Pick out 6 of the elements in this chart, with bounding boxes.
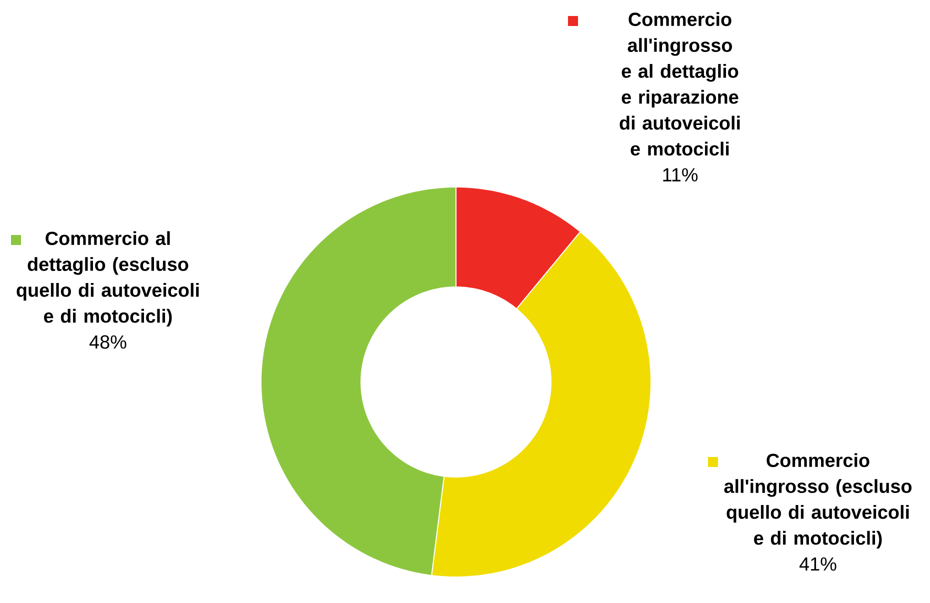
legend-label: Commercio all'ingrosso e al dettaglio e riparazione di autoveicoli e motocicli (620, 12, 740, 156)
legend-label: Commercio al dettaglio (escluso quello di autoveicoli e di motocicli) (16, 231, 199, 327)
slice-label: Commercio all'ingrosso (escluso quello di autoveicoli e di motocicli) (724, 453, 912, 549)
data-label: 48% (89, 335, 126, 349)
data-label: 11% (663, 168, 698, 182)
data-label: 41% (799, 557, 836, 571)
